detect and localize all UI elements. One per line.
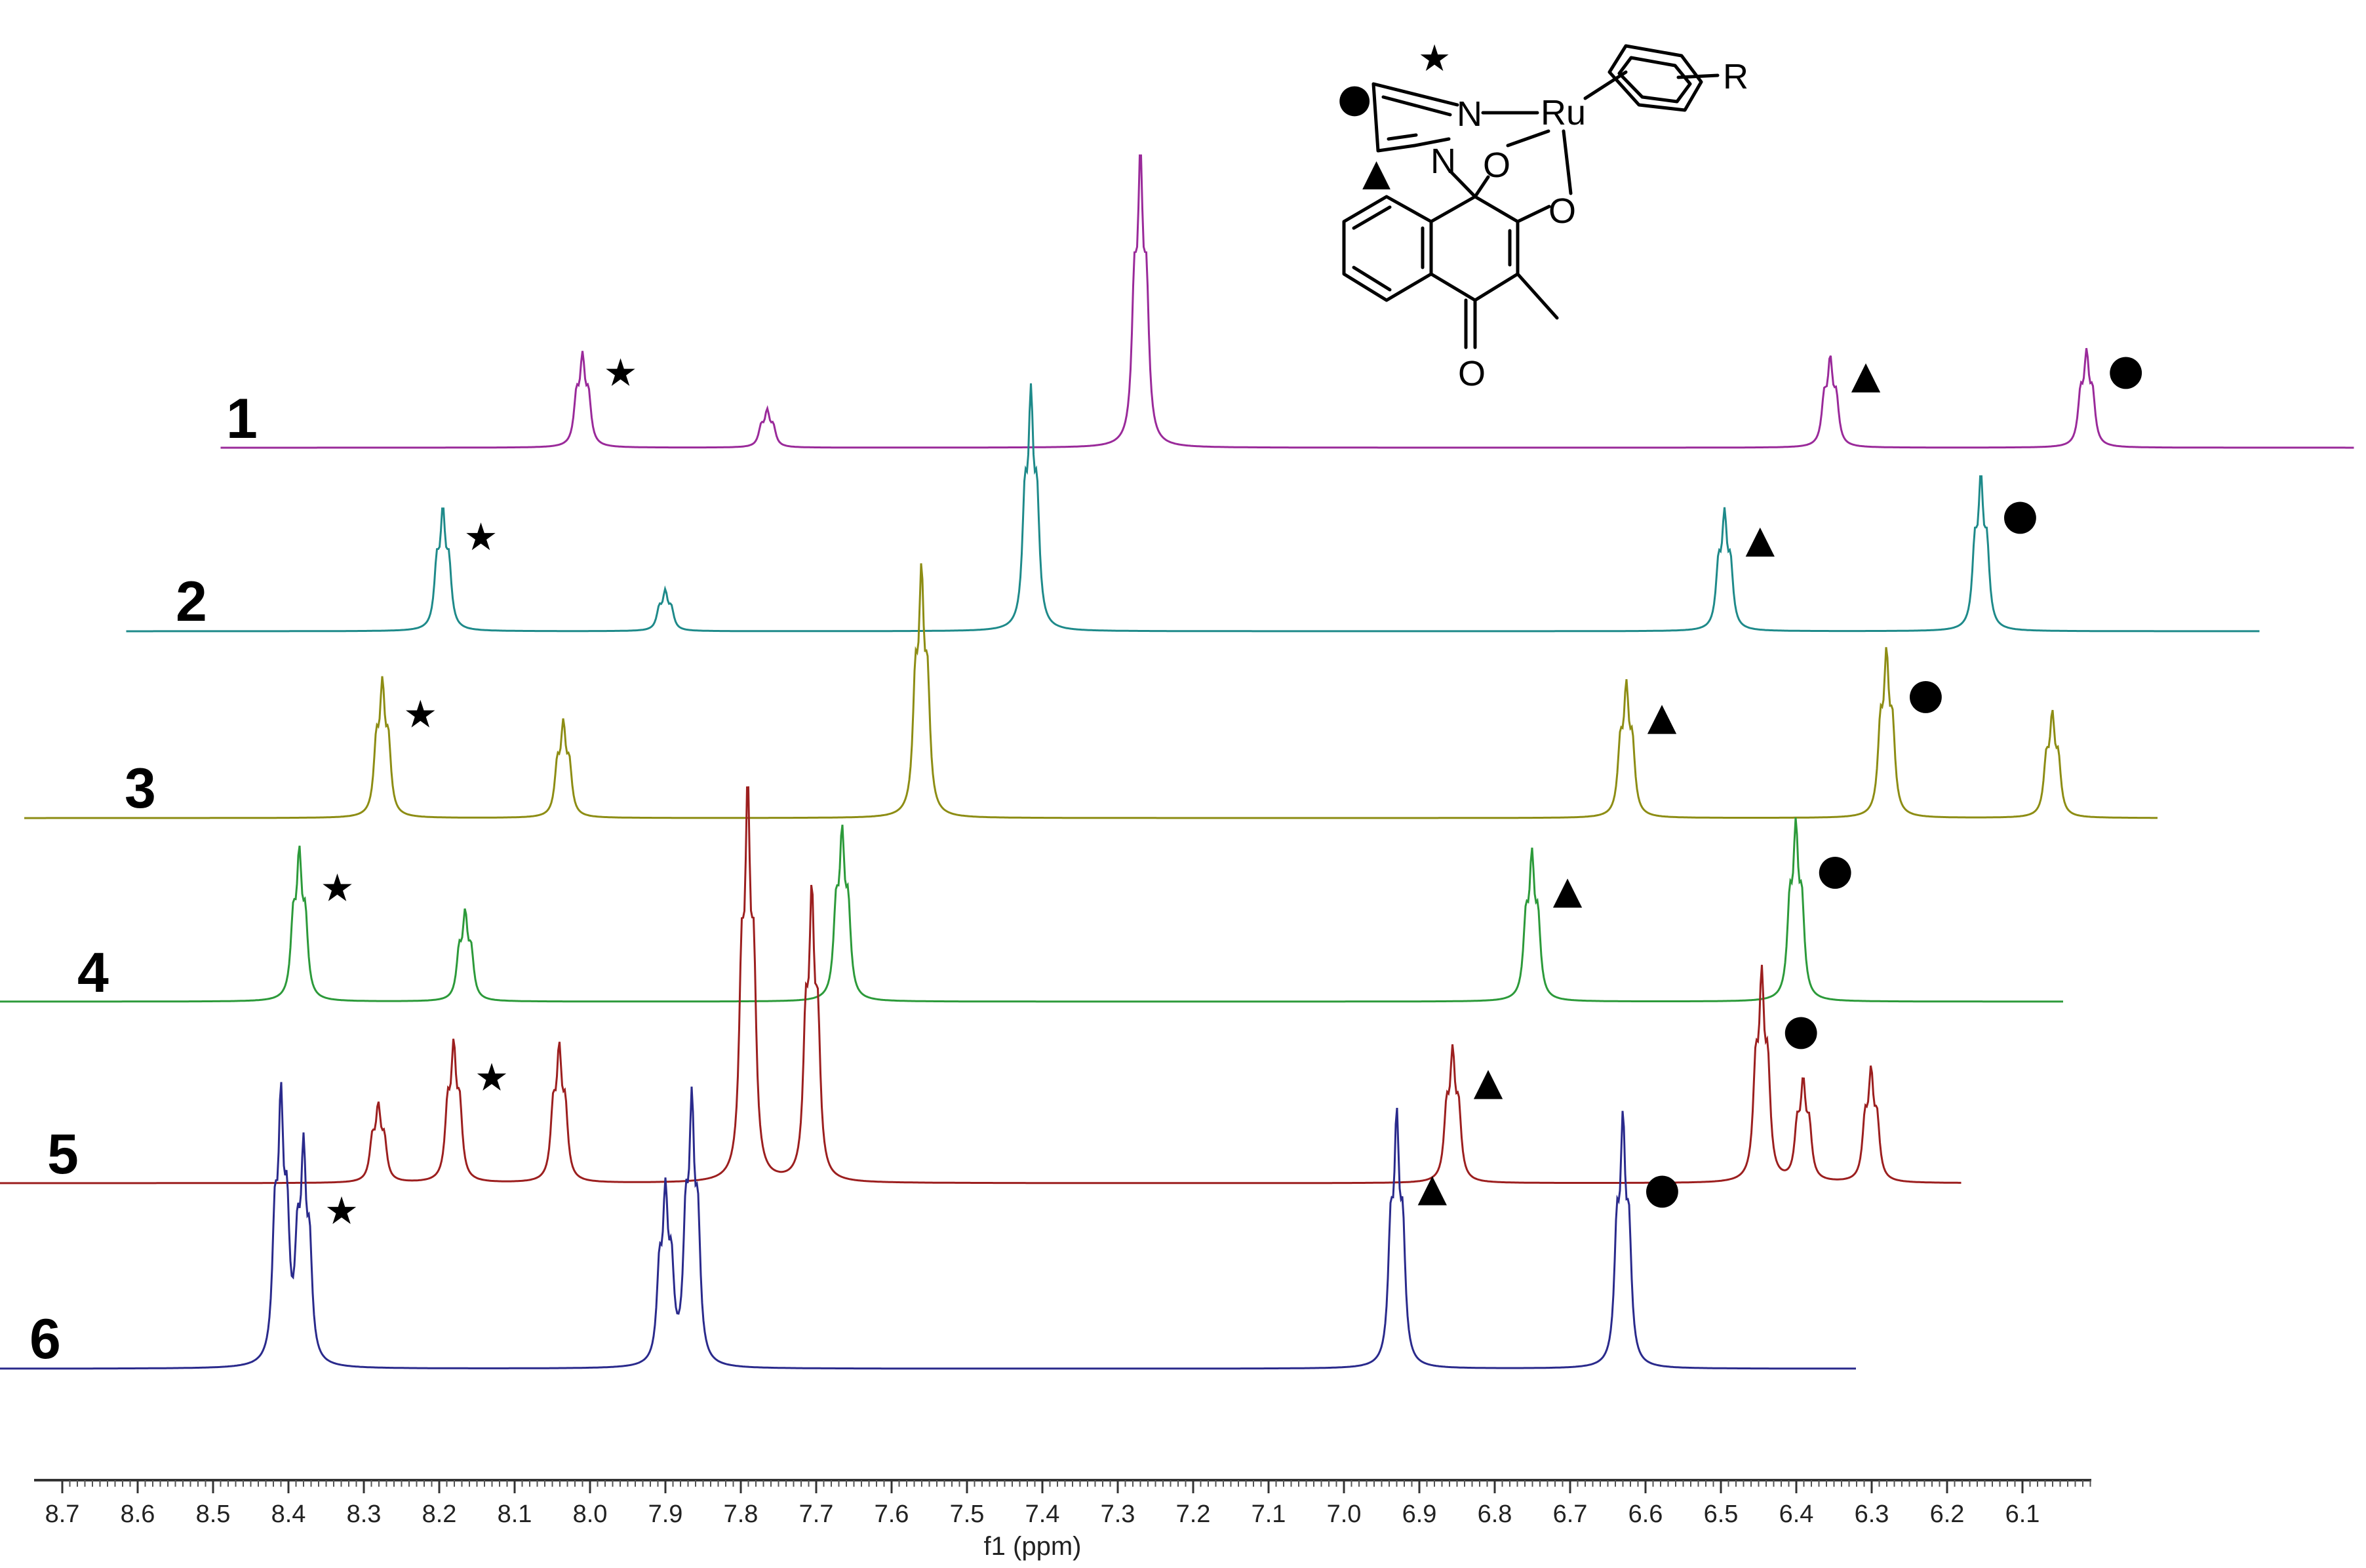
benzo-double-2 — [1352, 265, 1392, 292]
arene-ring — [1607, 44, 1703, 112]
peak-marker-star-6: ★ — [325, 1188, 359, 1233]
x-tick-label: 8.2 — [422, 1500, 457, 1528]
trace-label-1: 1 — [226, 387, 258, 450]
pyrazole-double-bond-2 — [1387, 133, 1418, 141]
x-tick-label: 8.1 — [498, 1500, 532, 1528]
atom-o-carbonyl: O — [1458, 354, 1486, 393]
x-tick-label: 8.0 — [573, 1500, 608, 1528]
x-tick-label: 7.4 — [1025, 1500, 1060, 1528]
x-tick-label: 6.5 — [1704, 1500, 1739, 1528]
atom-o-right: O — [1548, 191, 1576, 231]
o-enol-bond — [1516, 205, 1551, 224]
pyrazole-double-bond — [1381, 95, 1452, 117]
peak-marker-circle-3: ● — [1908, 670, 1944, 718]
x-tick-label: 6.4 — [1779, 1500, 1814, 1528]
spectrum-line-6 — [0, 1082, 1856, 1370]
peak-markers: ★ ▲ ● ★ ▲ ● ★ ▲ ● ★ ▲ ● ★ ▲ ● ★ ▲ ● — [321, 346, 2144, 1233]
x-tick-label: 6.9 — [1402, 1500, 1437, 1528]
spectra-traces — [0, 154, 2354, 1370]
methyl-bond — [1516, 272, 1559, 320]
x-tick-label: 7.2 — [1176, 1500, 1211, 1528]
trace-label-3: 3 — [125, 757, 156, 820]
benzo-ring — [1342, 195, 1433, 302]
o-ru-bond — [1506, 129, 1550, 147]
n-c-bond — [1449, 170, 1477, 199]
x-tick-label: 7.7 — [799, 1500, 834, 1528]
peak-marker-circle-5: ● — [1783, 1006, 1819, 1055]
peak-marker-star-5: ★ — [475, 1055, 509, 1099]
x-tick-label: 7.8 — [724, 1500, 759, 1528]
atom-o-upper: O — [1483, 146, 1510, 185]
peak-marker-triangle-3: ▲ — [1647, 694, 1677, 738]
x-tick-label: 7.3 — [1101, 1500, 1135, 1528]
triangle-marker-structure: ▲ — [1362, 151, 1390, 194]
x-axis-ticks: 8.7 8.6 8.5 8.4 8.3 8.2 8.1 8.0 7.9 7.8 7.7 7.6 7.5 7… — [45, 1480, 2091, 1528]
pyrazole-ring — [1371, 82, 1459, 153]
spectrum-line-1 — [220, 154, 2354, 449]
x-tick-label: 7.1 — [1252, 1500, 1286, 1528]
peak-marker-circle-2: ● — [2002, 491, 2039, 539]
trace-labels: 1 2 3 4 5 6 — [30, 387, 258, 1371]
peak-marker-star-2: ★ — [464, 515, 498, 559]
spectrum-line-5 — [0, 786, 1962, 1185]
peak-marker-circle-4: ● — [1817, 846, 1853, 894]
trace-label-5: 5 — [47, 1123, 79, 1186]
spectrum-line-4 — [0, 817, 2063, 1003]
trace-label-6: 6 — [30, 1308, 61, 1371]
arene-ring-inner — [1617, 56, 1692, 104]
peak-marker-triangle-2: ▲ — [1746, 517, 1775, 561]
o-c-bond — [1473, 175, 1490, 199]
structure-atom-labels: Ru N N O O O R ★ ● ▲ — [1337, 37, 1748, 393]
peak-marker-triangle-5: ▲ — [1474, 1059, 1503, 1103]
r-bond — [1676, 73, 1720, 79]
trace-label-2: 2 — [176, 570, 207, 633]
x-tick-label: 6.8 — [1478, 1500, 1512, 1528]
x-tick-label: 6.7 — [1553, 1500, 1588, 1528]
x-tick-label: 8.5 — [196, 1500, 231, 1528]
peak-marker-triangle-1: ▲ — [1851, 353, 1881, 397]
peak-marker-star-1: ★ — [604, 351, 638, 395]
chemical-structure — [1342, 44, 1720, 349]
benzo-double-1 — [1352, 205, 1392, 230]
peak-marker-star-3: ★ — [403, 692, 437, 736]
peak-marker-triangle-6: ▲ — [1418, 1165, 1448, 1209]
x-tick-label: 6.3 — [1855, 1500, 1889, 1528]
circle-marker-structure: ● — [1337, 75, 1371, 121]
x-axis-label: f1 (ppm) — [984, 1532, 1082, 1561]
atom-n-upper: N — [1457, 94, 1482, 134]
x-tick-label: 7.0 — [1327, 1500, 1362, 1528]
x-tick-label: 6.6 — [1628, 1500, 1663, 1528]
x-tick-label: 7.9 — [648, 1500, 683, 1528]
atom-ru: Ru — [1541, 93, 1586, 132]
atom-n-lower: N — [1430, 142, 1456, 181]
x-axis: 8.7 8.6 8.5 8.4 8.3 8.2 8.1 8.0 7.9 7.8 7.7 7.6 7.5 7… — [34, 1479, 2091, 1561]
x-tick-label: 6.2 — [1930, 1500, 1965, 1528]
peak-marker-star-4: ★ — [321, 866, 355, 911]
peak-marker-circle-6: ● — [1644, 1164, 1681, 1213]
ru-arene-bond — [1583, 70, 1628, 100]
x-tick-label: 7.5 — [950, 1500, 985, 1528]
x-tick-label: 7.6 — [875, 1500, 909, 1528]
atom-r: R — [1723, 57, 1748, 96]
naphthoquinone-ring — [1429, 195, 1520, 302]
spectrum-line-3 — [24, 563, 2158, 819]
star-marker-structure: ★ — [1418, 37, 1451, 80]
peak-marker-circle-1: ● — [2108, 346, 2144, 395]
x-tick-label: 6.1 — [2005, 1500, 2040, 1528]
x-tick-label: 8.4 — [271, 1500, 306, 1528]
x-tick-label: 8.6 — [121, 1500, 155, 1528]
spectrum-line-2 — [126, 383, 2260, 633]
peak-marker-triangle-4: ▲ — [1553, 868, 1583, 912]
x-tick-label: 8.7 — [45, 1500, 80, 1528]
x-tick-label: 8.3 — [347, 1500, 382, 1528]
trace-label-4: 4 — [77, 941, 109, 1004]
o-ru-bond-2 — [1562, 129, 1573, 195]
